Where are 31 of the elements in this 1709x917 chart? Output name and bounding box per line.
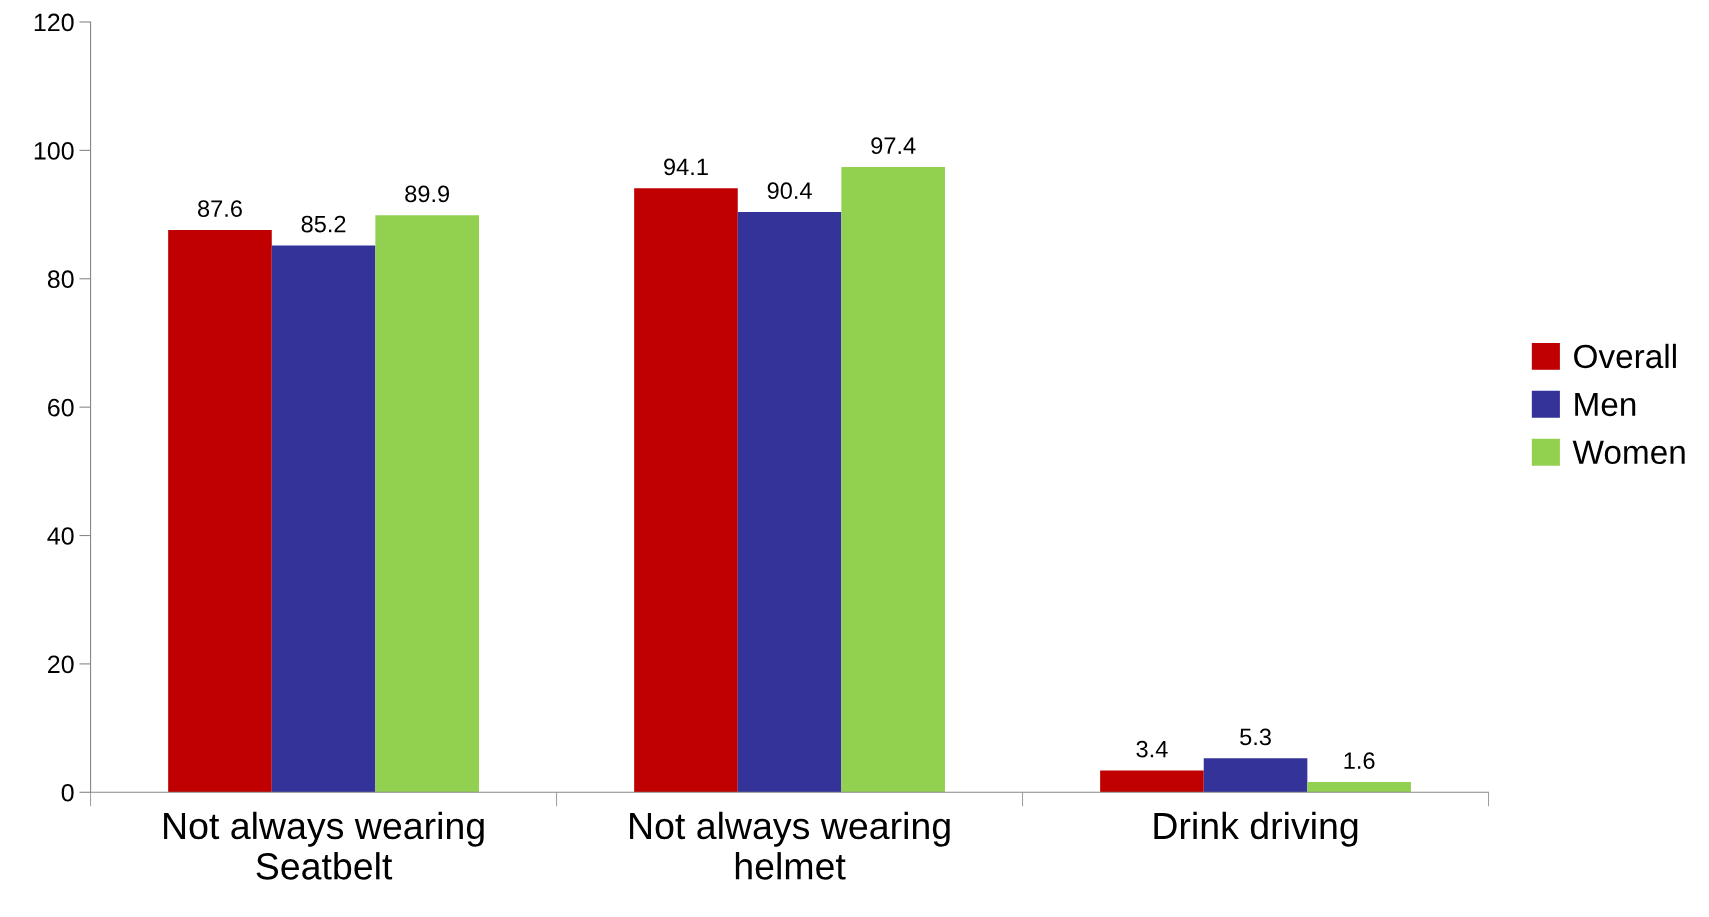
legend-label: Men [1575, 392, 1636, 417]
legend-label: Women [1572, 440, 1685, 465]
data-label: 97.4 [871, 137, 916, 155]
data-label: 5.3 [1240, 728, 1271, 746]
bar [1307, 782, 1411, 793]
data-label: 1.6 [1344, 752, 1375, 770]
x-tick-label: Drink driving [1154, 811, 1358, 847]
y-tick-label: 20 [48, 655, 74, 674]
bar [271, 245, 376, 793]
bar [634, 188, 738, 793]
bar [168, 229, 272, 793]
y-tick-label: 80 [47, 270, 74, 289]
data-label: 89.9 [405, 185, 450, 203]
data-label: 90.4 [767, 182, 812, 200]
y-tick-label: 40 [47, 527, 74, 545]
bar [1100, 770, 1204, 793]
bar [841, 167, 945, 793]
bar [1203, 758, 1308, 793]
y-tick-label: 60 [48, 398, 74, 417]
y-tick-label: 0 [61, 783, 74, 802]
data-label: 94.1 [664, 158, 708, 176]
x-tick-label: Not always wearing Seatbelt [164, 811, 484, 880]
x-tick-label: Not always wearing helmet [630, 811, 950, 880]
y-tick-label: 100 [34, 141, 74, 160]
bar [375, 215, 479, 793]
y-tick-label: 120 [34, 13, 74, 32]
data-label: 85.2 [301, 215, 346, 233]
legend-label: Overall [1574, 343, 1676, 369]
bar [737, 212, 842, 793]
data-label: 3.4 [1136, 740, 1168, 758]
data-label: 87.6 [198, 200, 242, 217]
